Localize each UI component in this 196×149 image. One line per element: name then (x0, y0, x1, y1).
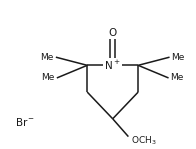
Text: N$^+$: N$^+$ (104, 59, 121, 72)
Text: Me: Me (42, 73, 55, 82)
Text: Br$^-$: Br$^-$ (15, 116, 36, 128)
Text: O: O (109, 28, 117, 38)
Text: Me: Me (172, 53, 185, 62)
Text: Me: Me (41, 53, 54, 62)
Text: OCH$_3$: OCH$_3$ (131, 135, 157, 147)
Text: Me: Me (171, 73, 184, 82)
